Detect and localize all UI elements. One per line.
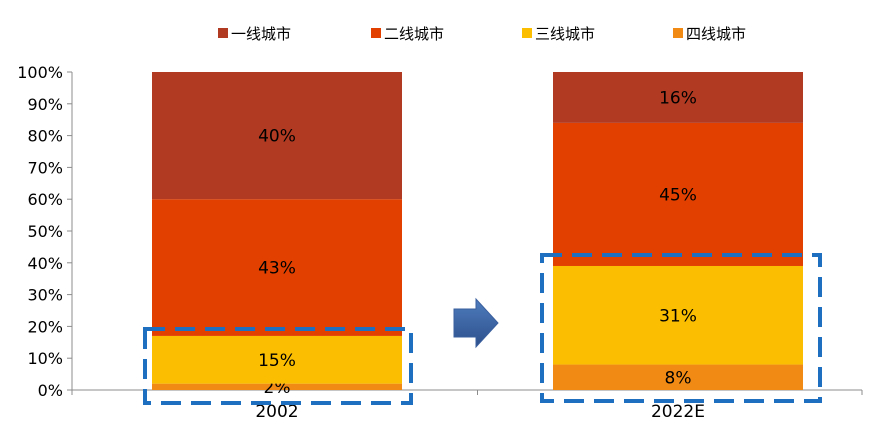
legend-swatch (522, 28, 532, 38)
data-label: 8% (665, 368, 692, 388)
annotations (143, 253, 822, 405)
x-tick-label: 2002 (255, 402, 298, 422)
data-label: 40% (258, 127, 296, 147)
y-tick-label: 50% (27, 222, 63, 241)
bar-segment (152, 72, 402, 200)
legend-label: 三线城市 (535, 25, 595, 43)
legend: 一线城市 二线城市 三线城市 四线城市 (218, 25, 746, 43)
legend-label: 四线城市 (686, 25, 746, 43)
y-tick-label: 20% (27, 317, 63, 336)
legend-swatch (371, 28, 381, 38)
data-label: 31% (659, 306, 697, 326)
x-axis: 2002 2022E (71, 389, 863, 422)
bar-segment (553, 72, 803, 123)
highlight-box (143, 327, 413, 405)
bar-segment (553, 364, 803, 390)
bar-segment (152, 199, 402, 336)
legend-label: 二线城市 (384, 25, 444, 43)
data-label: 16% (659, 88, 697, 108)
legend-label: 一线城市 (231, 25, 291, 43)
right-arrow-icon (453, 297, 499, 349)
bar-segment (553, 265, 803, 365)
y-tick-label: 60% (27, 190, 63, 209)
bar-segment (553, 122, 803, 266)
y-tick-label: 0% (38, 381, 63, 400)
y-tick-label: 10% (27, 349, 63, 368)
bar-segment (152, 383, 402, 390)
data-label: 43% (258, 259, 296, 279)
y-tick-label: 80% (27, 127, 63, 146)
y-axis: 0% 10% 20% 30% 40% 50% 60% 70% 80% 90% 100% (17, 63, 73, 400)
y-tick-label: 100% (17, 63, 63, 82)
data-label: 15% (258, 351, 296, 371)
highlight-box (540, 253, 822, 403)
data-label: 45% (659, 185, 697, 205)
y-tick-label: 30% (27, 286, 63, 305)
y-tick-label: 40% (27, 254, 63, 273)
bar-segment (152, 335, 402, 384)
bars: 2%15%43%40%8%31%45%16% (152, 72, 803, 398)
y-tick-label: 90% (27, 95, 63, 114)
y-tick-label: 70% (27, 158, 63, 177)
legend-swatch (218, 28, 228, 38)
legend-swatch (673, 28, 683, 38)
x-tick-label: 2022E (651, 402, 705, 422)
